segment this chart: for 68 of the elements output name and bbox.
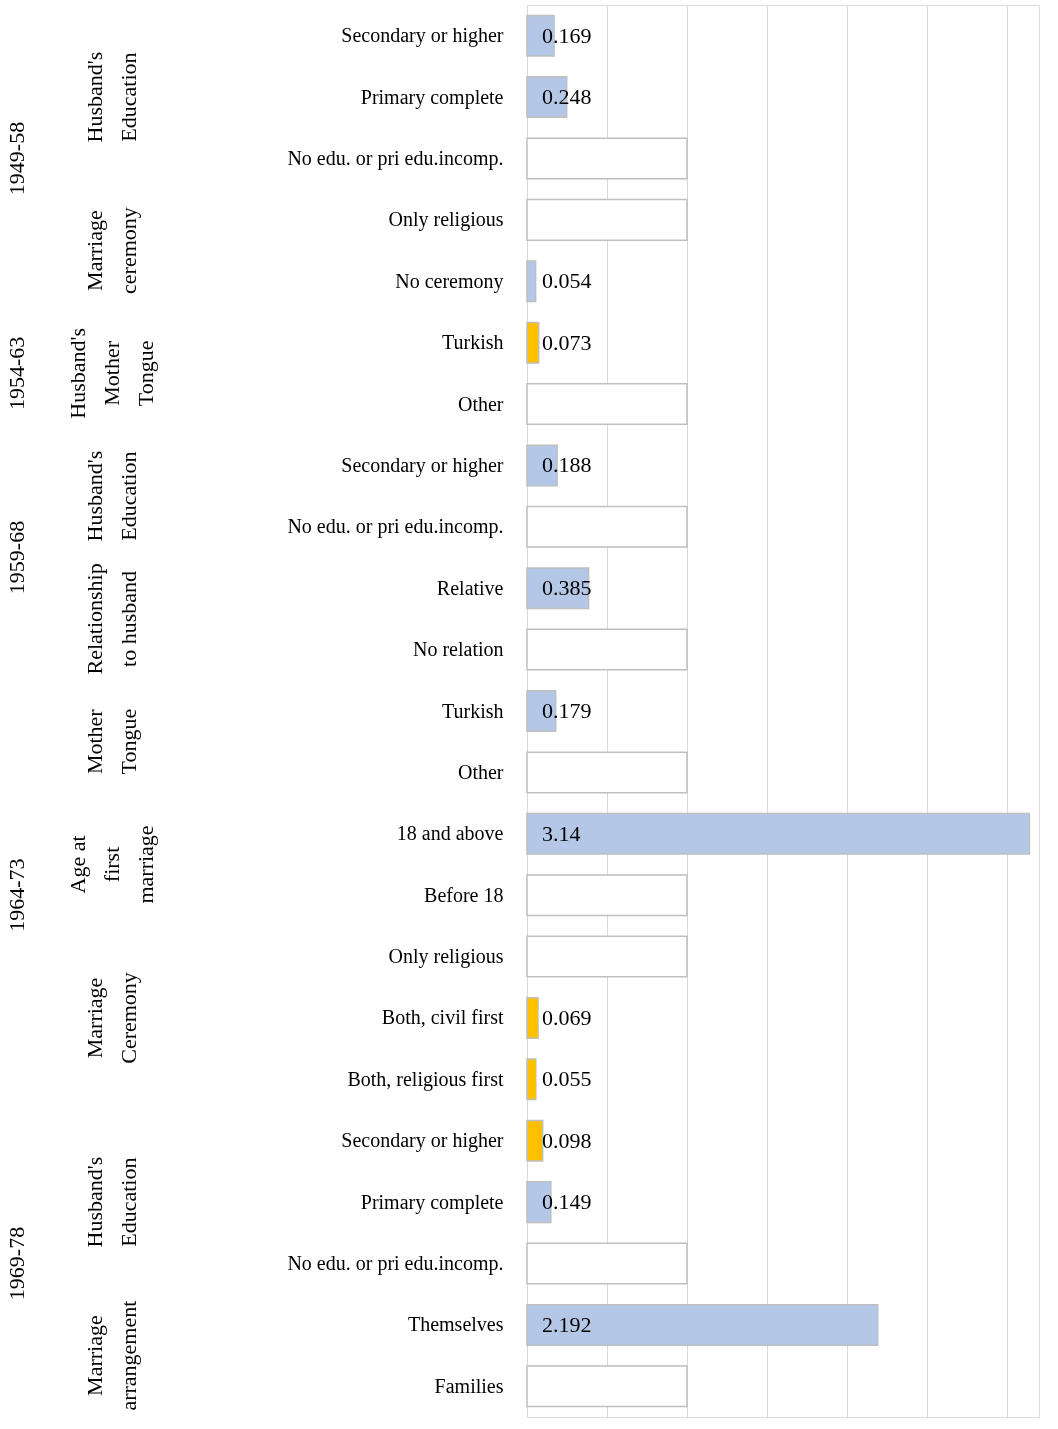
y-tick-label: Turkish	[441, 331, 504, 354]
data-label: 0.149	[542, 1189, 592, 1215]
bar	[526, 1119, 544, 1162]
data-label: 0.169	[542, 22, 592, 48]
data-label: 2.192	[542, 1311, 592, 1337]
text: Husband's Education	[82, 450, 141, 542]
y-tick-label: No edu. or pri edu.incomp.	[287, 1252, 504, 1276]
data-label: 0.188	[542, 452, 592, 478]
bar	[526, 383, 688, 426]
y-tick-label: 18 and above	[396, 822, 504, 845]
y-tick-label: Themselves	[407, 1313, 504, 1336]
data-label: 0.054	[542, 268, 592, 294]
data-label: 0.055	[542, 1066, 592, 1092]
y-tick-label: Both, civil first	[381, 1006, 504, 1029]
y-tick-label: Relative	[436, 576, 504, 599]
y-tick-label: Primary complete	[360, 1190, 504, 1214]
text: 1964-73	[4, 858, 29, 932]
y-tick-label: Only religious	[388, 208, 504, 232]
y-tick-label: Only religious	[388, 945, 504, 969]
bar	[526, 1058, 537, 1101]
data-label: 0.098	[542, 1127, 592, 1153]
y-tick-label: Secondary or higher	[341, 453, 504, 477]
text: Relationship to husband	[82, 563, 141, 675]
y-tick-label: Families	[434, 1374, 504, 1397]
data-label: 0.073	[542, 329, 592, 355]
text: Age at first marriage	[65, 825, 158, 904]
data-label: 3.14	[542, 820, 581, 846]
y-tick-label: Turkish	[441, 699, 504, 722]
bar	[526, 1365, 688, 1408]
text: Marriage ceremony	[82, 207, 141, 294]
y-tick-label: No edu. or pri edu.incomp.	[287, 515, 504, 539]
data-label: 0.248	[542, 84, 592, 110]
y-tick-label: Both, religious first	[347, 1067, 504, 1091]
text: Husband's Education	[82, 51, 141, 143]
bar	[526, 935, 688, 978]
bar	[526, 505, 688, 548]
text: 1959-68	[4, 520, 29, 595]
text: Marriage arrangement	[82, 1300, 141, 1411]
text: 1954-63	[4, 336, 29, 411]
data-label: 0.385	[542, 575, 592, 601]
data-label: 0.069	[542, 1004, 592, 1030]
text: Husband's Education	[82, 1156, 141, 1248]
bar	[526, 321, 540, 364]
y-tick-label: Other	[457, 392, 504, 415]
y-tick-label: Secondary or higher	[341, 1129, 504, 1153]
bar	[526, 137, 688, 180]
bar	[526, 1242, 688, 1285]
text: 1969-78	[4, 1226, 29, 1301]
bar	[526, 996, 539, 1039]
y-tick-label: Primary complete	[360, 85, 504, 109]
y-tick-label: No edu. or pri edu.incomp.	[287, 146, 504, 170]
bar	[526, 751, 688, 794]
data-label: 0.179	[542, 698, 592, 723]
y-tick-label: Other	[457, 760, 504, 783]
text: 1949-58	[4, 121, 29, 196]
y-tick-label: No relation	[412, 638, 504, 661]
bar	[526, 812, 1031, 855]
bar	[526, 874, 688, 917]
bar	[526, 198, 688, 241]
bar	[526, 260, 537, 303]
text: Mother Tongue	[82, 708, 141, 775]
text: Husband's Mother Tongue	[65, 327, 158, 419]
y-tick-label: Secondary or higher	[341, 24, 504, 48]
y-tick-label: Before 18	[424, 883, 504, 906]
text: Marriage Ceremony	[82, 972, 141, 1064]
bar	[526, 628, 688, 671]
bar	[526, 1303, 879, 1346]
y-tick-label: No ceremony	[395, 269, 504, 293]
